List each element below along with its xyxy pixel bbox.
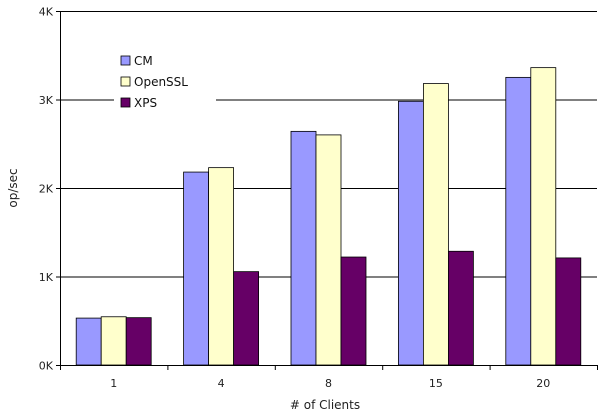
bar-xps-20 (555, 257, 582, 366)
bar-openssl-15 (422, 83, 449, 366)
bar-cm-4 (183, 171, 210, 366)
y-tick-label: 1K (39, 271, 54, 284)
y-tick-label: 4K (39, 6, 54, 19)
bar-openssl-1 (100, 316, 127, 366)
x-tick-label: 15 (429, 377, 443, 390)
bar-xps-1 (125, 317, 152, 366)
y-tick-label: 2K (39, 183, 54, 196)
y-tick-label: 0K (39, 360, 54, 373)
bar-xps-8 (340, 256, 367, 366)
axes (56, 11, 598, 370)
bar-xps-4 (233, 271, 260, 366)
bar-cm-15 (397, 100, 424, 366)
legend: CM OpenSSL XPS (114, 51, 216, 123)
x-tick-label: 1 (110, 377, 117, 390)
bar-xps-15 (447, 250, 474, 366)
y-tick-label: 3K (39, 94, 54, 107)
legend-label-xps: XPS (134, 96, 157, 110)
tick-labels: 0K 1K 2K 3K 4K 1 4 8 15 20 (39, 6, 551, 391)
legend-swatch-openssl (120, 76, 131, 87)
bar-cm-8 (290, 130, 317, 366)
legend-box (114, 51, 216, 123)
x-tick-label: 4 (218, 377, 225, 390)
bar-openssl-4 (208, 167, 235, 366)
legend-label-cm: CM (134, 54, 153, 68)
y-axis-title: op/sec (6, 168, 20, 207)
bar-cm-20 (505, 76, 532, 366)
bars (75, 67, 582, 366)
x-tick-label: 20 (536, 377, 550, 390)
legend-label-openssl: OpenSSL (134, 75, 188, 89)
bar-cm-1 (75, 317, 102, 366)
bar-openssl-8 (315, 134, 342, 366)
legend-swatch-cm (120, 55, 131, 66)
legend-swatch-xps (120, 97, 131, 108)
x-tick-label: 8 (325, 377, 332, 390)
x-axis-title: # of Clients (290, 398, 360, 412)
bar-openssl-20 (530, 67, 557, 366)
